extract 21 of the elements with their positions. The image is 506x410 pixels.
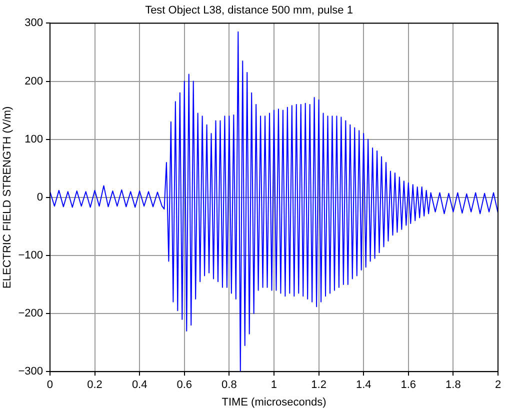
y-tick-label: −200 xyxy=(18,308,43,320)
x-tick-label: 0 xyxy=(46,379,54,392)
x-tick-label: 0.8 xyxy=(222,379,237,392)
x-tick-label: 0.6 xyxy=(176,379,192,392)
x-tick-label: 2 xyxy=(494,379,502,392)
x-tick-label: 1.4 xyxy=(356,379,372,392)
x-tick-label: 1.6 xyxy=(400,379,416,392)
x-tick-label: 1.2 xyxy=(311,379,326,392)
y-tick-label: 100 xyxy=(24,133,43,146)
chart-title: Test Object L38, distance 500 mm, pulse 1 xyxy=(145,4,353,17)
x-tick-label: 1 xyxy=(270,379,278,392)
y-tick-label: 300 xyxy=(24,17,43,30)
y-tick-label: −100 xyxy=(18,250,43,262)
x-tick-label: 0.4 xyxy=(132,379,148,392)
x-tick-label: 1.8 xyxy=(446,379,461,392)
y-axis-title: ELECTRIC FIELD STRENGTH (V/m) xyxy=(2,106,14,288)
x-axis-title: TIME (microseconds) xyxy=(222,396,326,408)
y-tick-label: 200 xyxy=(24,75,43,88)
y-tick-label: 0 xyxy=(36,191,43,204)
y-tick-label: −300 xyxy=(18,366,43,378)
x-tick-label: 0.2 xyxy=(87,379,102,392)
